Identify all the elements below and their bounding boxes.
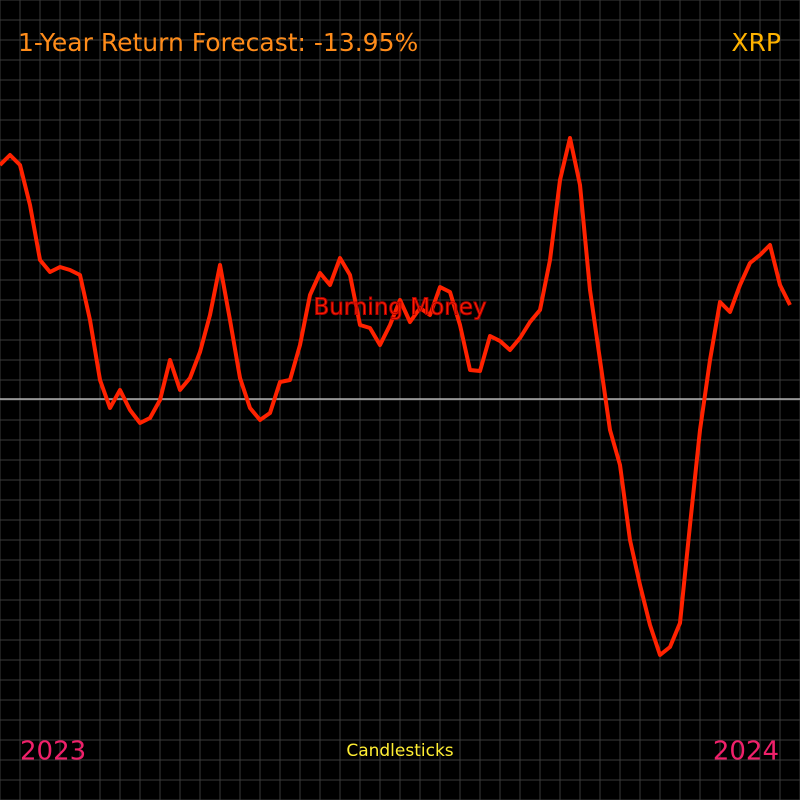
ticker: XRP	[731, 28, 781, 57]
start-label: 2023	[20, 737, 86, 767]
footer: Candlesticks	[346, 741, 453, 761]
line	[0, 136, 792, 657]
end-label: 2024	[713, 737, 779, 767]
annotation: Burning Money	[313, 295, 486, 321]
plot	[0, 136, 800, 657]
chart-title: 1-Year Return Forecast: -13.95%	[18, 28, 418, 57]
